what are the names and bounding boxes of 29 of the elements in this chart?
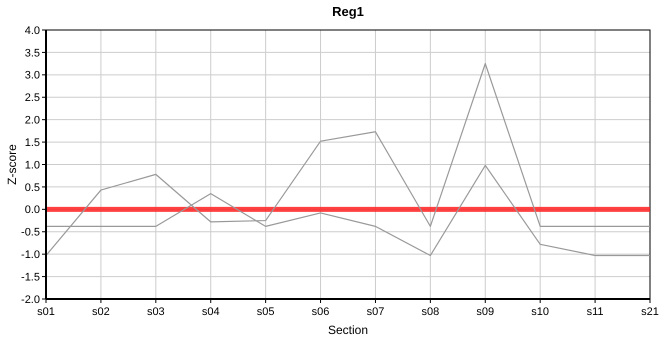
x-tick-label: s03 — [146, 306, 165, 318]
x-tick-label: s09 — [476, 306, 494, 318]
line-series — [45, 63, 651, 256]
x-axis-title: Section — [328, 323, 368, 337]
y-tick-label: 4.0 — [24, 24, 40, 37]
y-tick-label: 0.0 — [24, 204, 40, 216]
x-tick-label: s06 — [312, 306, 330, 318]
chart-title: Reg1 — [332, 4, 364, 19]
x-tick-label: s08 — [421, 306, 440, 318]
y-tick-label: -0.5 — [21, 226, 40, 239]
y-tick-label: 2.5 — [24, 92, 40, 104]
x-tick-label: s05 — [256, 306, 275, 318]
x-tick-label: s04 — [202, 306, 220, 318]
y-tick-label: 3.0 — [24, 70, 40, 82]
x-tick-label: s21 — [641, 306, 659, 318]
y-tick-label: -1.0 — [21, 249, 40, 262]
y-tick-label: 1.0 — [24, 159, 40, 172]
y-axis-title: Z-score — [5, 144, 19, 185]
x-tick-label: s01 — [37, 306, 55, 318]
x-tick-label: s11 — [586, 306, 604, 318]
y-tick-label: -2.0 — [21, 294, 40, 306]
y-tick-label: 3.5 — [24, 47, 40, 60]
x-tick-label: s10 — [531, 306, 550, 318]
y-tick-label: 2.0 — [24, 114, 40, 127]
y-tick-label: 1.5 — [24, 136, 40, 149]
x-tick-label: s07 — [366, 306, 384, 318]
x-tick-label: s02 — [92, 306, 110, 318]
y-tick-label: 0.5 — [24, 182, 40, 194]
y-tick-label: -1.5 — [21, 271, 40, 284]
